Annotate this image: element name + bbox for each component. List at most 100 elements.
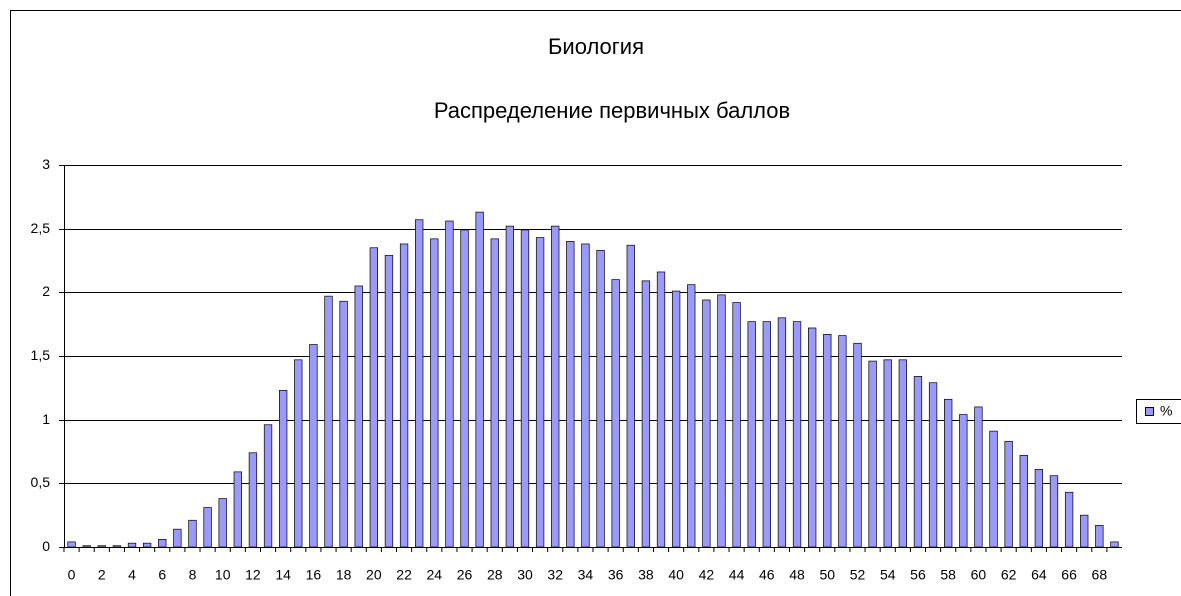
x-tick-label: 34 — [578, 567, 594, 583]
bar — [1034, 468, 1044, 548]
bar — [732, 302, 741, 548]
bar — [868, 360, 877, 548]
x-tick-label: 36 — [608, 567, 624, 583]
bar — [218, 498, 227, 548]
bar — [97, 545, 106, 548]
x-tick-label: 2 — [98, 567, 106, 583]
bar — [551, 225, 560, 548]
bar — [717, 294, 726, 548]
bar — [505, 225, 515, 548]
y-tick-label: 3 — [42, 156, 50, 172]
y-tick-label: 2,5 — [31, 220, 51, 236]
x-tick-label: 60 — [971, 567, 987, 583]
x-tick-label: 42 — [699, 567, 715, 583]
x-tick-label: 26 — [457, 567, 473, 583]
bar — [883, 359, 892, 548]
x-tick-label: 46 — [759, 567, 775, 583]
bar — [1080, 514, 1089, 548]
bar — [989, 430, 998, 548]
bar — [566, 241, 575, 548]
bar — [112, 545, 122, 548]
bar — [944, 398, 953, 548]
bar — [535, 237, 545, 548]
bar — [309, 344, 318, 548]
x-tick-label: 54 — [880, 567, 896, 583]
bar — [173, 528, 182, 548]
x-tick-label: 28 — [487, 567, 503, 583]
bar — [248, 452, 258, 548]
bar — [339, 300, 348, 548]
x-tick-label: 58 — [940, 567, 956, 583]
bar — [369, 247, 378, 548]
x-tick-label: 4 — [128, 567, 136, 583]
x-tick-label: 40 — [668, 567, 684, 583]
bar — [475, 211, 484, 548]
x-tick-label: 52 — [850, 567, 866, 583]
legend-box — [1136, 399, 1181, 424]
x-tick-label: 48 — [789, 567, 805, 583]
bar — [67, 541, 76, 548]
bar — [777, 317, 787, 548]
bar — [1049, 475, 1059, 548]
bar — [581, 243, 590, 548]
y-tick-label: 1 — [42, 411, 50, 427]
bar — [656, 271, 666, 548]
bar — [853, 342, 862, 548]
bar — [1110, 541, 1119, 548]
chart-title: Биология — [548, 34, 644, 59]
bar — [399, 243, 409, 548]
x-tick-label: 38 — [638, 567, 654, 583]
bar — [279, 390, 288, 548]
chart-subtitle: Распределение первичных баллов — [434, 98, 790, 123]
x-tick-label: 0 — [68, 567, 76, 583]
bar — [702, 299, 711, 548]
bar — [82, 545, 91, 548]
x-tick-label: 64 — [1031, 567, 1047, 583]
x-tick-label: 12 — [245, 567, 261, 583]
x-tick-label: 14 — [275, 567, 291, 583]
bar — [520, 229, 530, 548]
y-tick-label: 1,5 — [31, 347, 51, 363]
x-tick-label: 20 — [366, 567, 382, 583]
x-tick-label: 22 — [396, 567, 412, 583]
bar — [445, 220, 454, 548]
bar — [233, 471, 242, 548]
x-tick-label: 56 — [910, 567, 926, 583]
bar — [838, 335, 847, 548]
x-tick-label: 6 — [158, 567, 166, 583]
y-tick-label: 0,5 — [31, 474, 51, 490]
legend-label: % — [1160, 403, 1172, 419]
bar — [415, 219, 424, 548]
bar — [959, 414, 968, 548]
bar — [1019, 454, 1028, 548]
bar — [1004, 440, 1013, 548]
bar — [898, 359, 907, 548]
bar — [188, 519, 197, 548]
x-tick-label: 16 — [306, 567, 322, 583]
x-tick-label: 10 — [215, 567, 231, 583]
y-tick-label: 2 — [42, 283, 50, 299]
bar — [974, 406, 983, 548]
bar — [596, 249, 605, 548]
x-tick-label: 68 — [1092, 567, 1108, 583]
bar — [687, 284, 696, 548]
legend-swatch — [1145, 407, 1154, 416]
bar — [626, 244, 635, 548]
bar — [913, 376, 923, 548]
x-tick-label: 62 — [1001, 567, 1017, 583]
bar — [127, 542, 137, 548]
x-tick-label: 18 — [336, 567, 352, 583]
bar — [430, 238, 439, 548]
bar — [158, 539, 167, 548]
bar — [1095, 525, 1104, 548]
x-tick-label: 66 — [1061, 567, 1077, 583]
chart-frame — [10, 10, 1181, 596]
bar — [808, 327, 817, 548]
x-tick-label: 24 — [427, 567, 443, 583]
x-tick-label: 30 — [517, 567, 533, 583]
x-tick-label: 50 — [819, 567, 835, 583]
bar — [354, 285, 363, 548]
x-tick-label: 32 — [547, 567, 563, 583]
bar — [263, 424, 273, 548]
